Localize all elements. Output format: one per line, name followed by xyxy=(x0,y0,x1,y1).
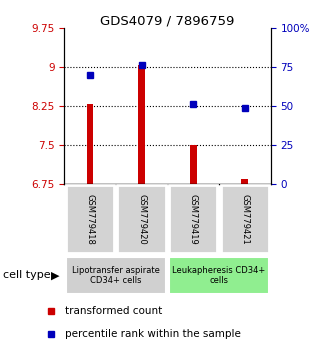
Text: transformed count: transformed count xyxy=(65,306,162,316)
Bar xyxy=(87,104,93,184)
Text: GSM779421: GSM779421 xyxy=(240,194,249,245)
Text: Leukapheresis CD34+
cells: Leukapheresis CD34+ cells xyxy=(172,266,266,285)
Bar xyxy=(220,185,269,253)
Text: GSM779418: GSM779418 xyxy=(85,194,95,245)
Bar xyxy=(190,145,197,184)
Text: GSM779419: GSM779419 xyxy=(189,194,198,245)
Bar xyxy=(66,257,166,294)
Bar xyxy=(117,185,166,253)
Text: percentile rank within the sample: percentile rank within the sample xyxy=(65,329,241,339)
Text: cell type: cell type xyxy=(3,270,51,280)
Title: GDS4079 / 7896759: GDS4079 / 7896759 xyxy=(100,14,235,27)
Bar xyxy=(169,257,269,294)
Bar xyxy=(242,179,248,184)
Text: GSM779420: GSM779420 xyxy=(137,194,146,245)
Bar xyxy=(138,65,145,184)
Text: ▶: ▶ xyxy=(51,270,60,280)
Bar xyxy=(169,185,217,253)
Text: Lipotransfer aspirate
CD34+ cells: Lipotransfer aspirate CD34+ cells xyxy=(72,266,160,285)
Bar xyxy=(66,185,115,253)
